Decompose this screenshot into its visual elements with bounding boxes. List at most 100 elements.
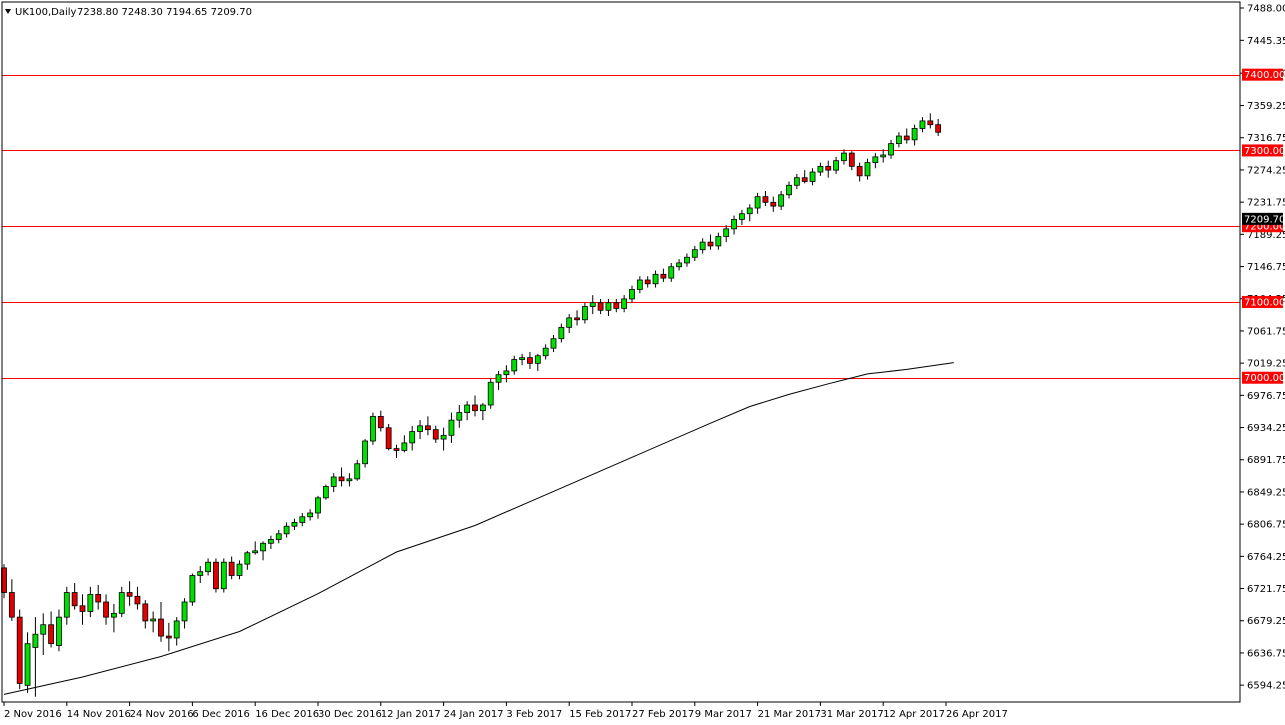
candle-body: [644, 279, 651, 285]
candle: [864, 158, 871, 180]
candle-body: [566, 317, 573, 328]
candle: [817, 162, 824, 176]
candle: [158, 601, 164, 642]
candle: [880, 149, 887, 163]
candle-body: [597, 302, 604, 311]
candle: [377, 410, 384, 432]
candle: [275, 530, 282, 544]
candles-layer: [1, 113, 942, 697]
x-tick-label: 12 Apr 2017: [883, 709, 945, 720]
candle: [134, 586, 141, 610]
y-tick-label: 7189.25: [1247, 230, 1285, 241]
candle-body: [589, 302, 596, 307]
candle-body: [786, 184, 792, 196]
candle-body: [534, 355, 541, 364]
candle-body: [464, 404, 471, 413]
candle-body: [409, 431, 416, 444]
candle: [432, 425, 439, 443]
candle-body: [542, 347, 549, 357]
level-tag: 7000.00: [1244, 373, 1285, 384]
candle: [574, 310, 580, 326]
candle-body: [307, 512, 314, 518]
candle: [479, 403, 486, 421]
y-tick-label: 6976.75: [1247, 391, 1285, 402]
candle-body: [32, 633, 39, 648]
candle: [424, 416, 431, 436]
candle-body: [582, 306, 588, 321]
candle-body: [574, 317, 580, 321]
candle: [589, 295, 596, 315]
x-tick-label: 24 Nov 2016: [130, 709, 194, 720]
candle: [833, 156, 839, 174]
candle: [409, 425, 416, 451]
y-tick-label: 7019.25: [1247, 359, 1285, 370]
collapse-triangle-icon[interactable]: [5, 9, 11, 14]
candle-body: [417, 425, 423, 432]
x-tick-label: 6 Dec 2016: [192, 709, 250, 720]
price-axis[interactable]: 7488.007445.357402.007359.257316.757274.…: [1240, 4, 1285, 692]
candle-body: [126, 592, 133, 597]
candle-body: [111, 612, 117, 618]
candle-body: [833, 160, 839, 171]
candle: [770, 196, 777, 212]
candle-body: [142, 603, 149, 622]
candle-body: [244, 552, 251, 565]
candle-body: [48, 624, 54, 645]
candle: [511, 355, 518, 375]
candle: [338, 467, 345, 487]
candle-body: [935, 124, 942, 133]
candle-body: [621, 298, 628, 309]
x-tick-label: 24 Jan 2017: [444, 709, 504, 720]
candle: [613, 298, 620, 313]
candle-body: [377, 415, 384, 429]
candle-body: [880, 154, 887, 158]
candle: [778, 190, 785, 210]
candle: [330, 473, 337, 493]
y-tick-label: 7231.75: [1247, 198, 1285, 209]
level-tag: 7400.00: [1244, 70, 1285, 81]
candle: [307, 509, 314, 521]
candle-body: [472, 404, 478, 412]
candle-body: [134, 595, 141, 605]
candle: [393, 444, 400, 459]
candle-body: [801, 177, 808, 182]
candle-body: [770, 201, 777, 207]
candle-body: [527, 357, 533, 364]
candle-body: [676, 262, 682, 268]
chart-header: UK100,Daily 7238.80 7248.30 7194.65 7209…: [5, 7, 252, 18]
candle: [919, 117, 926, 133]
level-tag: 7300.00: [1244, 146, 1285, 157]
candle-body: [362, 440, 369, 465]
candle-body: [919, 120, 926, 129]
candle-body: [911, 128, 918, 141]
candle: [448, 412, 455, 443]
y-tick-label: 6891.75: [1247, 455, 1285, 466]
candle: [558, 323, 565, 343]
y-tick-label: 7146.75: [1247, 262, 1285, 273]
candle: [503, 365, 510, 383]
ma-layer: [3, 362, 954, 695]
candle-body: [896, 135, 902, 145]
candle-body: [24, 643, 31, 686]
candle: [79, 594, 86, 625]
candle: [103, 594, 109, 625]
candle-body: [652, 273, 659, 285]
candle: [527, 351, 533, 370]
candle-body: [723, 228, 730, 237]
candle: [236, 560, 243, 580]
candle-body: [385, 427, 392, 449]
candle-body: [793, 177, 800, 186]
candle-body: [888, 143, 894, 156]
candle: [848, 151, 855, 171]
candle: [362, 439, 369, 468]
x-tick-label: 3 Feb 2017: [506, 709, 562, 720]
candle: [63, 586, 70, 625]
y-tick-label: 6594.25: [1247, 681, 1285, 692]
candle: [181, 598, 188, 629]
candle-body: [236, 563, 243, 576]
candle: [16, 609, 23, 690]
candle: [699, 238, 706, 254]
